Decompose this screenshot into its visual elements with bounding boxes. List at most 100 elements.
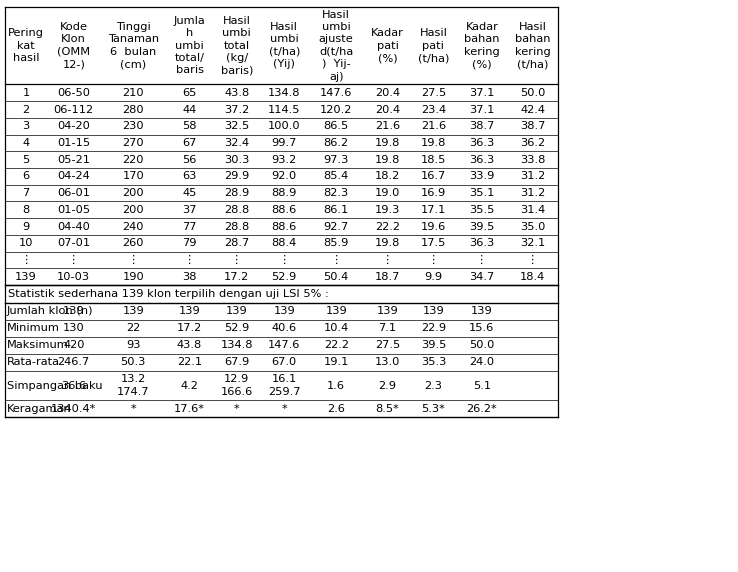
Text: ⋮: ⋮ [527, 255, 539, 265]
Text: 1.6: 1.6 [327, 380, 345, 391]
Text: 5: 5 [22, 154, 30, 165]
Text: Kode
Klon
(OMM
12-): Kode Klon (OMM 12-) [58, 22, 90, 69]
Text: 31.2: 31.2 [520, 188, 545, 198]
Text: Rata-rata: Rata-rata [7, 357, 60, 367]
Text: 220: 220 [123, 154, 144, 165]
Text: 139: 139 [15, 272, 37, 281]
Text: 88.4: 88.4 [272, 239, 297, 248]
Text: 2.6: 2.6 [327, 404, 345, 414]
Text: 33.8: 33.8 [520, 154, 545, 165]
Text: 18.2: 18.2 [375, 172, 400, 181]
Text: 18.4: 18.4 [520, 272, 545, 281]
Text: 22.1: 22.1 [177, 357, 202, 367]
Text: 04-24: 04-24 [58, 172, 90, 181]
Text: 19.8: 19.8 [421, 138, 446, 148]
Text: 13.0: 13.0 [375, 357, 400, 367]
Text: 120.2: 120.2 [320, 105, 353, 114]
Text: 139: 139 [273, 307, 295, 316]
Text: Minimum: Minimum [7, 323, 60, 333]
Text: 20.4: 20.4 [375, 105, 400, 114]
Text: 5.1: 5.1 [473, 380, 491, 391]
Text: 86.5: 86.5 [324, 121, 349, 131]
Text: Jumlah klon (n): Jumlah klon (n) [7, 307, 94, 316]
Text: 15.6: 15.6 [469, 323, 494, 333]
Text: 139: 139 [63, 307, 85, 316]
Text: 100.0: 100.0 [268, 121, 300, 131]
Text: 36.2: 36.2 [520, 138, 545, 148]
Text: 19.0: 19.0 [375, 188, 400, 198]
Text: 32.1: 32.1 [520, 239, 545, 248]
Text: 28.9: 28.9 [224, 188, 249, 198]
Text: 28.8: 28.8 [224, 205, 249, 215]
Text: 147.6: 147.6 [268, 340, 300, 350]
Text: Hasil
umbi
total
(kg/
baris): Hasil umbi total (kg/ baris) [221, 16, 253, 76]
Text: 06-01: 06-01 [58, 188, 90, 198]
Text: 06-112: 06-112 [54, 105, 94, 114]
Text: 37.2: 37.2 [224, 105, 249, 114]
Text: 05-21: 05-21 [58, 154, 90, 165]
Text: Maksimum: Maksimum [7, 340, 69, 350]
Text: Hasil
bahan
kering
(t/ha): Hasil bahan kering (t/ha) [515, 22, 551, 69]
Text: 24.0: 24.0 [469, 357, 494, 367]
Text: 56: 56 [182, 154, 197, 165]
Text: 29.9: 29.9 [224, 172, 249, 181]
Text: 19.8: 19.8 [375, 138, 400, 148]
Text: 280: 280 [123, 105, 144, 114]
Text: 3: 3 [22, 121, 30, 131]
Text: 246.7: 246.7 [58, 357, 90, 367]
Text: 16.1
259.7: 16.1 259.7 [268, 374, 300, 397]
Text: 97.3: 97.3 [323, 154, 349, 165]
Text: 50.0: 50.0 [520, 88, 545, 98]
Text: 86.1: 86.1 [324, 205, 349, 215]
Text: 37.1: 37.1 [469, 88, 494, 98]
Text: 93.2: 93.2 [272, 154, 297, 165]
Text: 19.1: 19.1 [323, 357, 349, 367]
Text: 37: 37 [182, 205, 197, 215]
Text: 170: 170 [123, 172, 144, 181]
Text: 50.4: 50.4 [324, 272, 349, 281]
Text: 22.2: 22.2 [324, 340, 349, 350]
Text: 23.4: 23.4 [421, 105, 446, 114]
Text: Keragaman: Keragaman [7, 404, 72, 414]
Text: 35.1: 35.1 [469, 188, 494, 198]
Text: 139: 139 [325, 307, 347, 316]
Text: 139: 139 [226, 307, 248, 316]
Text: 260: 260 [123, 239, 144, 248]
Text: 67.9: 67.9 [224, 357, 249, 367]
Text: 88.6: 88.6 [272, 205, 297, 215]
Text: 17.2: 17.2 [224, 272, 249, 281]
Text: 79: 79 [182, 239, 197, 248]
Text: 17.1: 17.1 [421, 205, 446, 215]
Text: 44: 44 [182, 105, 196, 114]
Text: 8.5*: 8.5* [376, 404, 399, 414]
Text: 22.9: 22.9 [421, 323, 446, 333]
Text: 35.5: 35.5 [469, 205, 494, 215]
Text: 52.9: 52.9 [224, 323, 249, 333]
Text: 27.5: 27.5 [375, 340, 400, 350]
Text: 92.7: 92.7 [324, 221, 349, 232]
Text: 1340.4*: 1340.4* [51, 404, 97, 414]
Text: 45: 45 [182, 188, 197, 198]
Text: 85.9: 85.9 [323, 239, 349, 248]
Text: 22.2: 22.2 [375, 221, 400, 232]
Text: 2: 2 [23, 105, 30, 114]
Text: 2.3: 2.3 [424, 380, 442, 391]
Text: 43.8: 43.8 [177, 340, 202, 350]
Text: 147.6: 147.6 [320, 88, 353, 98]
Text: Pering
kat
hasil: Pering kat hasil [8, 28, 44, 63]
Text: 5.3*: 5.3* [421, 404, 445, 414]
Text: 31.4: 31.4 [520, 205, 545, 215]
Text: 16.7: 16.7 [421, 172, 446, 181]
Text: 17.2: 17.2 [177, 323, 202, 333]
Text: 7.1: 7.1 [379, 323, 396, 333]
Text: 82.3: 82.3 [324, 188, 349, 198]
Text: 38: 38 [182, 272, 197, 281]
Text: 85.4: 85.4 [324, 172, 349, 181]
Text: 01-15: 01-15 [58, 138, 90, 148]
Text: 35.0: 35.0 [520, 221, 545, 232]
Text: 28.7: 28.7 [224, 239, 249, 248]
Text: 39.5: 39.5 [421, 340, 446, 350]
Text: 36.3: 36.3 [469, 138, 494, 148]
Text: 19.8: 19.8 [375, 154, 400, 165]
Text: ⋮: ⋮ [68, 255, 80, 265]
